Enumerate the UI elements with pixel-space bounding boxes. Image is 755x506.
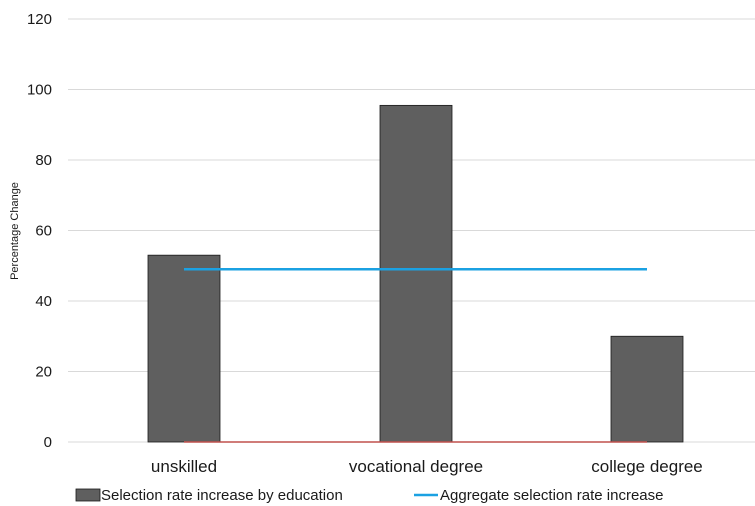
y-tick-label: 80 [35, 152, 52, 169]
category-label: vocational degree [349, 457, 483, 476]
y-tick-label: 100 [27, 82, 52, 99]
y-tick-label: 0 [44, 434, 52, 451]
legend-label-bar: Selection rate increase by education [101, 487, 343, 504]
category-labels: unskilled vocational degree college degree [151, 457, 703, 476]
bars [147, 104, 684, 443]
legend-swatch-bar [75, 488, 101, 502]
category-label: unskilled [151, 457, 217, 476]
y-tick-labels: 0 20 40 60 80 100 120 [27, 11, 52, 451]
y-tick-label: 20 [35, 364, 52, 381]
bar-unskilled [147, 254, 221, 443]
category-label: college degree [591, 457, 703, 476]
legend: Selection rate increase by education Agg… [75, 487, 663, 504]
y-tick-label: 40 [35, 293, 52, 310]
bar-vocational-degree [379, 104, 453, 443]
y-tick-label: 60 [35, 223, 52, 240]
bar-college-degree [610, 335, 684, 443]
legend-label-line: Aggregate selection rate increase [440, 487, 663, 504]
y-tick-label: 120 [27, 11, 52, 28]
y-axis-title: Percentage Change [9, 182, 21, 280]
